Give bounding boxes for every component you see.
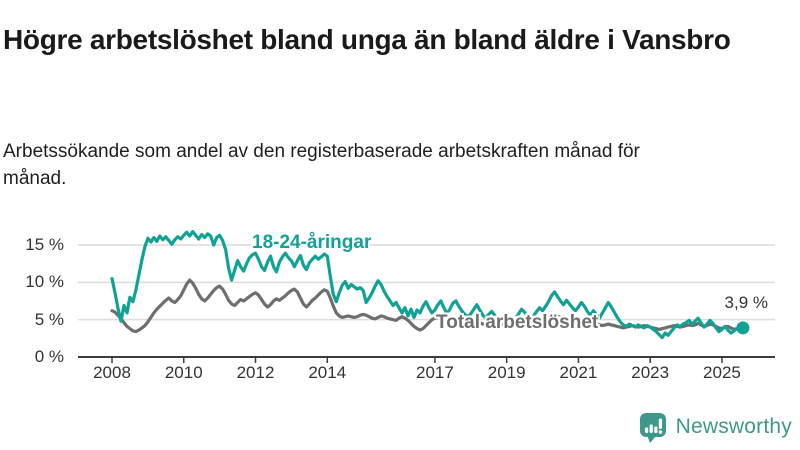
x-axis-label: 2012 [236,363,275,382]
chart-subtitle: Arbetssökande som andel av den registerb… [3,141,640,189]
y-axis-label: 15 % [25,234,64,254]
latest-value-annotation: 3,9 % [724,293,768,312]
logo-text: Newsworthy [675,415,792,438]
x-axis-label: 2010 [164,363,203,382]
x-axis-label: 2017 [415,363,454,382]
x-axis-label: 2008 [93,363,131,382]
young-series-line [110,230,745,340]
x-axis-label: 2025 [703,363,741,382]
y-axis-label: 0 % [34,347,64,366]
x-axis-label: 2014 [308,363,347,382]
newsworthy-logo[interactable]: Newsworthy [639,411,792,443]
series-label-total: Total arbetslöshet [436,312,599,333]
y-axis-label: 10 % [25,272,64,292]
y-axis-label: 5 % [34,309,64,329]
x-axis-label: 2021 [559,363,598,382]
x-axis-label: 2019 [487,363,526,382]
bar-chart-speech-bubble-icon [639,413,666,443]
series-label-young: 18-24-åringar [252,232,372,253]
page-title: Högre arbetslöshet bland unga än bland ä… [3,23,731,55]
x-axis-label: 2023 [631,363,670,382]
latest-value-dot [736,321,750,335]
